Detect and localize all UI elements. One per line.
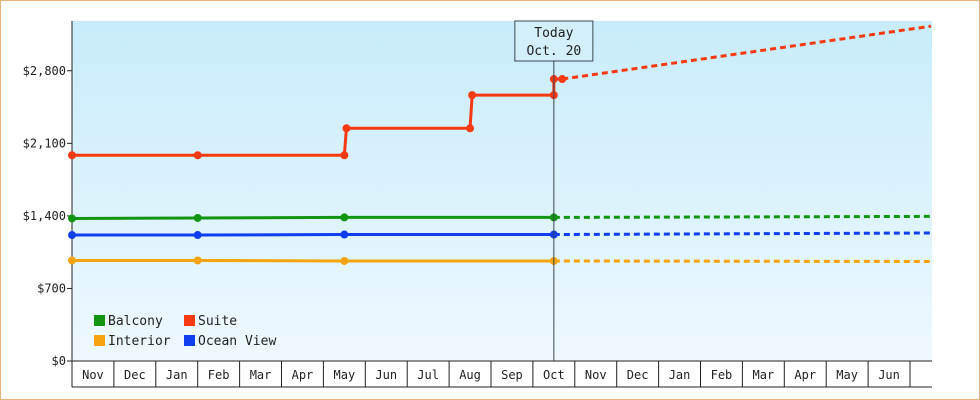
suite-point bbox=[193, 151, 202, 160]
x-axis: Nov Dec Jan Feb Mar Apr May Jun Jul Aug Sep Oct Nov D… bbox=[69, 360, 932, 388]
ocean-view-line bbox=[72, 233, 554, 237]
series-layer bbox=[68, 24, 932, 265]
balcony-point bbox=[193, 213, 202, 222]
x-month-label: Jan bbox=[669, 368, 691, 382]
balcony-point bbox=[340, 213, 349, 222]
y-tick-label: $2,100 bbox=[23, 136, 66, 150]
legend-swatch-suite bbox=[184, 315, 195, 326]
x-month-label: Nov bbox=[585, 368, 607, 382]
x-month-label: Apr bbox=[794, 368, 816, 382]
ocean-view-point bbox=[340, 230, 349, 239]
legend-label-balcony: Balcony bbox=[108, 314, 163, 329]
interior-line bbox=[72, 258, 554, 263]
balcony-point bbox=[68, 214, 76, 223]
today-label: Today bbox=[534, 26, 573, 41]
x-month-label: Aug bbox=[459, 368, 481, 382]
x-month-label: Dec bbox=[124, 368, 146, 382]
x-month-label: Dec bbox=[627, 368, 649, 382]
legend-swatch-interior bbox=[94, 335, 105, 346]
suite-point bbox=[68, 151, 76, 160]
interior-point bbox=[193, 256, 202, 265]
balcony-projection bbox=[553, 214, 931, 219]
x-month-label: Nov bbox=[82, 368, 104, 382]
ocean-view-point bbox=[68, 231, 76, 240]
x-month-label: Mar bbox=[250, 368, 272, 382]
y-tick-label: $1,400 bbox=[23, 209, 66, 223]
x-month-label: Jun bbox=[375, 368, 397, 382]
balcony-line bbox=[71, 215, 554, 220]
ocean-view-point bbox=[193, 231, 202, 240]
legend-label-interior: Interior bbox=[108, 334, 171, 349]
y-tick-label: $0 bbox=[52, 354, 66, 368]
x-month-label: Apr bbox=[292, 368, 314, 382]
interior-point bbox=[68, 256, 76, 265]
suite-point bbox=[558, 75, 567, 84]
suite-point bbox=[466, 124, 475, 133]
legend-label-suite: Suite bbox=[198, 314, 237, 329]
suite-point bbox=[468, 91, 477, 100]
x-month-label: Jun bbox=[878, 368, 900, 382]
legend-swatch-ocean-view bbox=[184, 335, 195, 346]
y-tick-label: $2,800 bbox=[23, 64, 66, 78]
today-marker: Today Oct. 20 bbox=[514, 20, 594, 361]
y-tick-label: $700 bbox=[37, 281, 66, 295]
interior-point bbox=[340, 256, 349, 265]
y-axis: $0 $700 $1,400 $2,100 $2,800 bbox=[23, 21, 73, 368]
x-month-label: May bbox=[334, 368, 356, 382]
suite-projection bbox=[562, 24, 932, 81]
x-month-label: Jul bbox=[417, 368, 439, 382]
suite-point bbox=[342, 124, 351, 133]
ocean-view-projection bbox=[553, 231, 931, 237]
interior-projection bbox=[553, 259, 931, 263]
suite-point bbox=[340, 151, 349, 160]
x-month-label: Feb bbox=[711, 368, 733, 382]
today-box bbox=[514, 20, 594, 62]
x-month-label: Mar bbox=[753, 368, 775, 382]
legend: Balcony Suite Interior Ocean View bbox=[94, 314, 276, 349]
legend-label-ocean-view: Ocean View bbox=[198, 334, 276, 349]
legend-swatch-balcony bbox=[94, 315, 105, 326]
today-date: Oct. 20 bbox=[526, 44, 581, 59]
x-month-label: Oct bbox=[543, 368, 565, 382]
x-month-label: Jan bbox=[166, 368, 188, 382]
x-month-label: Sep bbox=[501, 368, 523, 382]
x-month-label: Feb bbox=[208, 368, 230, 382]
x-month-label: May bbox=[836, 368, 858, 382]
plot-area bbox=[72, 21, 932, 361]
